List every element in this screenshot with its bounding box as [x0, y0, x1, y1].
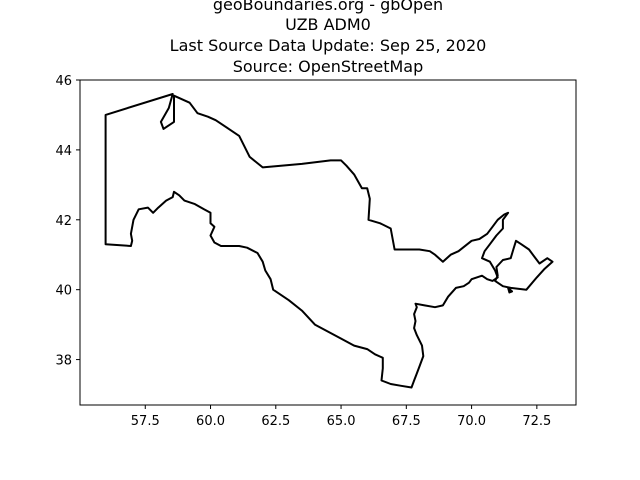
x-tick-label: 70.0: [457, 414, 486, 429]
y-tick-label: 42: [55, 214, 72, 229]
x-tick-label: 60.0: [196, 414, 225, 429]
title-line-4: Source: OpenStreetMap: [233, 57, 424, 76]
x-tick-label: 57.5: [131, 414, 160, 429]
figure-title: geoBoundaries.org - gbOpen UZB ADM0 Last…: [170, 0, 487, 76]
y-tick-label: 46: [55, 74, 72, 89]
boundary-layer: [104, 93, 554, 389]
y-tick-label: 40: [55, 284, 72, 299]
x-tick-label: 62.5: [261, 414, 290, 429]
x-tick-label: 65.0: [327, 414, 356, 429]
title-line-2: UZB ADM0: [285, 15, 371, 34]
x-tick-label: 72.5: [522, 414, 551, 429]
boundary-polygon-1: [104, 93, 510, 389]
y-tick-label: 44: [55, 144, 72, 159]
title-line-3: Last Source Data Update: Sep 25, 2020: [170, 36, 487, 55]
boundary-polygon-2: [494, 239, 554, 291]
plot-frame: [79, 79, 577, 406]
boundary-polygon-3: [507, 286, 513, 294]
y-axis: 38 40 42 44 46: [55, 74, 80, 369]
title-line-1: geoBoundaries.org - gbOpen: [213, 0, 443, 14]
x-tick-label: 67.5: [392, 414, 421, 429]
y-tick-label: 38: [55, 354, 72, 369]
x-axis: 57.5 60.0 62.5 65.0 67.5 70.0 72.5: [131, 405, 551, 429]
